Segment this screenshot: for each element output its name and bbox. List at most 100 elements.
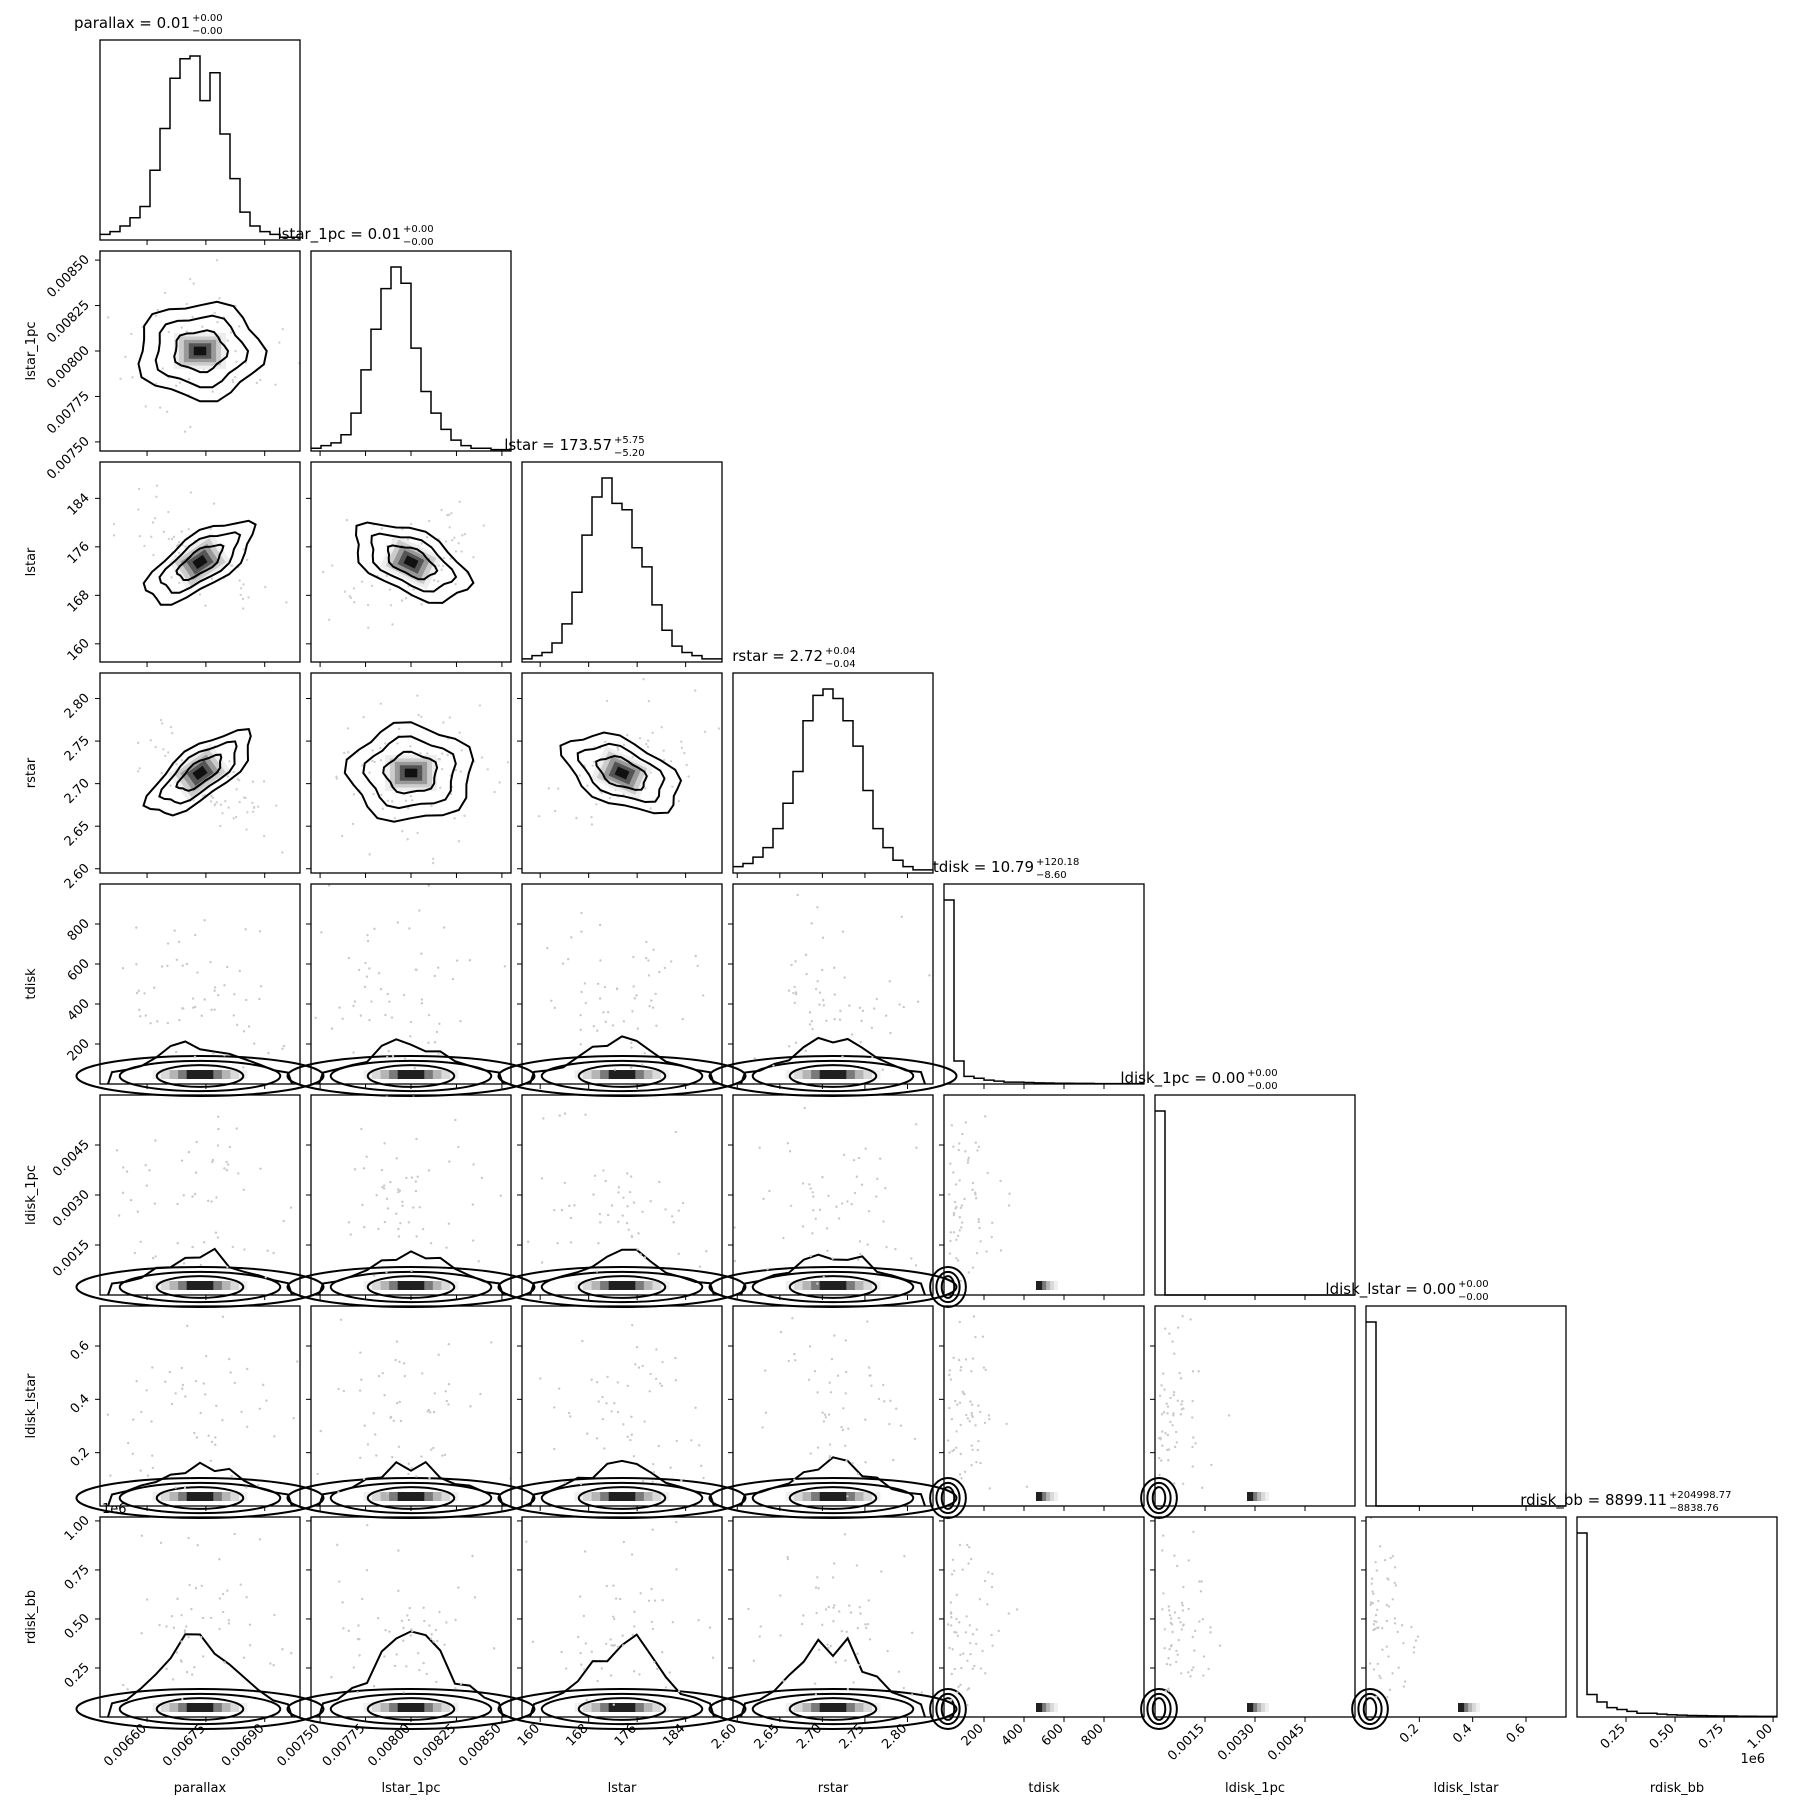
scatter-point [632, 985, 635, 988]
scatter-point [822, 998, 825, 1002]
scatter-point [193, 1431, 196, 1435]
contour-line [540, 1692, 704, 1726]
scatter-point [580, 930, 583, 933]
scatter-point [200, 1584, 203, 1587]
scatter-point [915, 1123, 918, 1126]
scatter-point [598, 1212, 602, 1216]
x-tick-label: 176 [612, 1721, 640, 1749]
scatter-point [990, 1235, 993, 1239]
scatter-point [272, 1664, 275, 1667]
x-axis-label-parallax: parallax [174, 1781, 227, 1796]
scatter-point [948, 1451, 951, 1454]
scatter-point [150, 1420, 153, 1423]
scatter-point [215, 259, 219, 262]
scatter-point [838, 1018, 842, 1021]
scatter-point [406, 806, 410, 810]
scatter-point [696, 964, 699, 968]
scatter-point [950, 1417, 954, 1421]
scatter-point [808, 1183, 811, 1186]
scatter-point [1172, 1482, 1176, 1485]
scatter-point [997, 1629, 1001, 1633]
scatter-point [429, 1242, 433, 1245]
scatter-point [209, 1459, 213, 1462]
scatter-point [360, 764, 364, 767]
scatter-point [388, 1000, 391, 1003]
scatter-point [651, 1480, 654, 1484]
scatter-point [149, 1022, 152, 1025]
scatter-point [407, 585, 410, 588]
title-minus-ldisk_1pc: −0.00 [1247, 1081, 1278, 1092]
scatter-point [153, 1202, 157, 1205]
density-block [1247, 1703, 1254, 1712]
scatter-point [178, 1018, 181, 1022]
scatter-point [960, 1666, 963, 1670]
scatter-point [226, 339, 229, 342]
scatter-point [221, 812, 224, 815]
scatter-point [833, 1334, 836, 1337]
scatter-point [471, 1203, 474, 1206]
scatter-point [171, 731, 174, 735]
scatter-point [818, 991, 822, 994]
scatter-point [650, 999, 653, 1002]
scatter-point [233, 1381, 236, 1385]
scatter-point [975, 1628, 978, 1631]
scatter-point [364, 961, 367, 965]
scatter-panel-tdisk-vs-lstar_1pc [286, 883, 536, 1097]
scatter-point [983, 1421, 987, 1425]
scatter-point [990, 1633, 993, 1637]
scatter-point [453, 536, 456, 540]
scatter-point [953, 1200, 957, 1204]
scatter-point [845, 1630, 848, 1634]
y-tick-label: 0.2 [68, 1445, 93, 1470]
panel-frame [1154, 1516, 1356, 1718]
scatter-point [213, 804, 216, 807]
scatter-point [974, 1191, 977, 1194]
scatter-point [126, 1441, 130, 1445]
scatter-point [958, 1473, 962, 1476]
scatter-point [957, 1685, 960, 1689]
scatter-point [1416, 1635, 1420, 1638]
panel-frame [99, 1516, 301, 1718]
scatter-point [360, 1378, 363, 1381]
scatter-point [385, 574, 388, 578]
panel-frame [99, 461, 301, 663]
scatter-point [804, 1049, 808, 1053]
scatter-point [193, 1666, 196, 1669]
scatter-point [966, 1417, 970, 1420]
scatter-point [187, 1536, 190, 1540]
scatter-point [131, 376, 134, 379]
scatter-point [433, 1392, 436, 1395]
scatter-point [968, 1419, 971, 1423]
scatter-point [671, 785, 674, 788]
scatter-point [1227, 1414, 1231, 1417]
scatter-point [398, 1189, 402, 1192]
scatter-point [437, 966, 440, 969]
panel-frame [1154, 1305, 1356, 1507]
scatter-point [165, 410, 169, 414]
contour-line [497, 1055, 747, 1097]
scatter-point [342, 1389, 346, 1393]
scatter-point [231, 1245, 235, 1249]
scatter-point [802, 1614, 805, 1617]
scatter-point [409, 522, 413, 526]
scatter-point [367, 626, 370, 629]
contour-line [740, 1456, 926, 1507]
scatter-point [1385, 1603, 1388, 1607]
scatter-point [445, 1399, 449, 1403]
y-tick-label: 0.4 [68, 1392, 93, 1417]
scatter-point [477, 1260, 480, 1263]
scatter-point [654, 992, 657, 996]
scatter-point [828, 1456, 831, 1460]
scatter-point [794, 993, 798, 996]
contour-line [751, 1692, 915, 1726]
scatter-point [694, 1406, 697, 1409]
scatter-point [463, 532, 467, 536]
scatter-point [235, 360, 238, 364]
scatter-point [394, 1358, 397, 1362]
y-axis-label-ldisk_1pc: ldisk_1pc [24, 1165, 39, 1225]
scatter-point [991, 1644, 994, 1647]
scatter-point [1393, 1566, 1397, 1569]
scatter-point [1173, 1445, 1177, 1449]
scatter-panel-ldisk_lstar-vs-rstar [708, 1305, 958, 1519]
